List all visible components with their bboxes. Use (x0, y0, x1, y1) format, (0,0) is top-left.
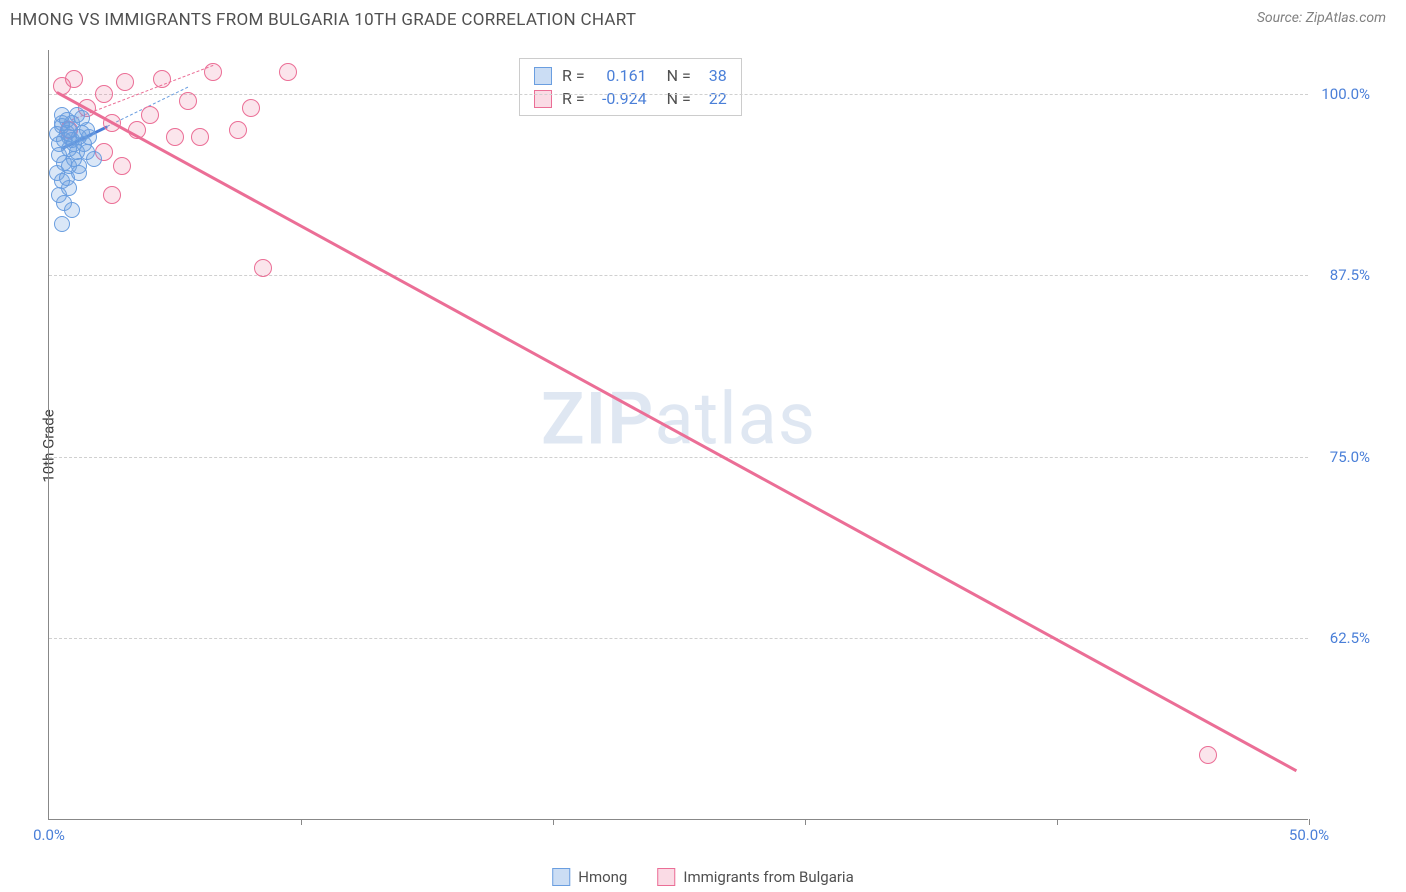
y-tick-label: 62.5% (1330, 629, 1370, 647)
x-tick-label: 0.0% (33, 826, 65, 844)
watermark: ZIPatlas (541, 377, 816, 462)
legend-row-hmong: R = 0.161 N = 38 (534, 64, 727, 87)
data-point (95, 85, 113, 103)
legend-item-hmong: Hmong (552, 868, 627, 886)
grid-line-h (49, 638, 1308, 639)
swatch-pink (534, 90, 552, 108)
x-tick (553, 819, 554, 825)
data-point (65, 70, 83, 88)
data-point (254, 259, 272, 277)
data-point (153, 70, 171, 88)
data-point (79, 144, 95, 160)
chart-container: ZIPatlas R = 0.161 N = 38 R = -0.924 N =… (48, 50, 1378, 840)
trend-line (56, 91, 1297, 772)
source-label: Source: ZipAtlas.com (1257, 10, 1386, 26)
data-point (128, 121, 146, 139)
grid-line-h (49, 275, 1308, 276)
x-tick (1057, 819, 1058, 825)
y-tick-label: 100.0% (1321, 85, 1370, 103)
swatch-blue (552, 868, 570, 886)
plot-area: ZIPatlas R = 0.161 N = 38 R = -0.924 N =… (48, 50, 1308, 820)
chart-title: HMONG VS IMMIGRANTS FROM BULGARIA 10TH G… (10, 10, 636, 30)
swatch-pink (657, 868, 675, 886)
data-point (64, 202, 80, 218)
x-tick-label: 50.0% (1289, 826, 1329, 844)
data-point (61, 129, 77, 145)
data-point (204, 63, 222, 81)
data-point (166, 128, 184, 146)
legend-row-bulgaria: R = -0.924 N = 22 (534, 87, 727, 110)
x-tick (1309, 819, 1310, 825)
correlation-legend: R = 0.161 N = 38 R = -0.924 N = 22 (519, 58, 742, 116)
y-tick-label: 87.5% (1330, 266, 1370, 284)
legend-item-bulgaria: Immigrants from Bulgaria (657, 868, 853, 886)
data-point (116, 73, 134, 91)
series-legend: Hmong Immigrants from Bulgaria (552, 868, 854, 886)
data-point (242, 99, 260, 117)
data-point (103, 186, 121, 204)
x-tick (805, 819, 806, 825)
data-point (54, 216, 70, 232)
swatch-blue (534, 67, 552, 85)
data-point (179, 92, 197, 110)
data-point (71, 165, 87, 181)
data-point (191, 128, 209, 146)
data-point (1199, 746, 1217, 764)
data-point (141, 106, 159, 124)
data-point (56, 155, 72, 171)
data-point (103, 114, 121, 132)
data-point (113, 157, 131, 175)
data-point (229, 121, 247, 139)
y-tick-label: 75.0% (1330, 448, 1370, 466)
data-point (279, 63, 297, 81)
grid-line-h (49, 94, 1308, 95)
grid-line-h (49, 457, 1308, 458)
data-point (59, 112, 75, 128)
x-tick (301, 819, 302, 825)
